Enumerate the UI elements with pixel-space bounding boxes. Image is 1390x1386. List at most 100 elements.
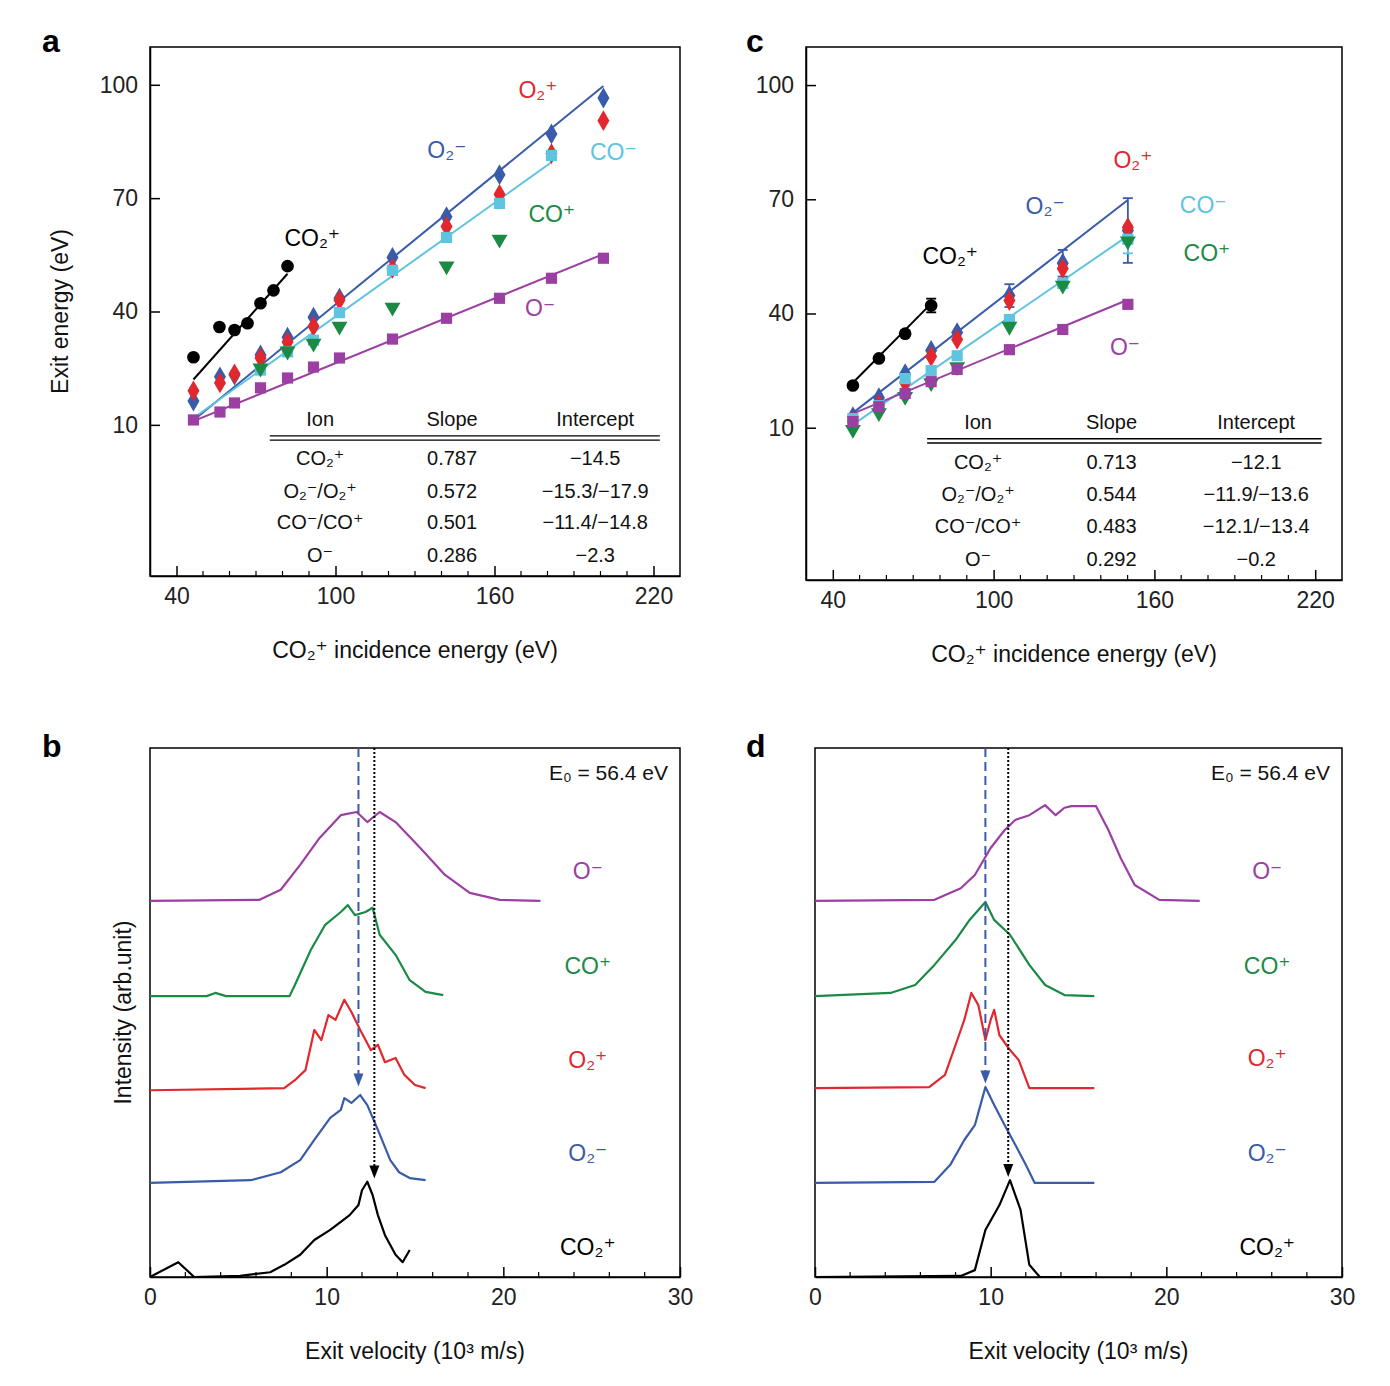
marker: [387, 265, 398, 276]
panel: 0102030O⁻CO⁺O₂⁺O₂⁻CO₂⁺E₀ = 56.4 eVExit v…: [42, 728, 693, 1364]
x-minor-tick: [939, 575, 940, 580]
x-tick-label: 160: [476, 583, 514, 609]
marker: [1001, 322, 1017, 336]
x-minor-tick: [291, 1272, 292, 1277]
x-tick: 220: [635, 566, 673, 609]
series-label: CO⁺: [564, 953, 611, 979]
plot-frame: [150, 748, 680, 1277]
y-tick-label: 70: [112, 185, 138, 211]
table-cell: −11.9/−13.6: [1204, 483, 1309, 505]
panel-letter: b: [42, 728, 62, 764]
y-tick-label: 10: [112, 412, 138, 438]
error-bar-cap: [1123, 197, 1133, 199]
marker: [332, 322, 348, 336]
marker: [949, 362, 965, 376]
marker: [307, 316, 319, 337]
table-cell: O⁻: [965, 548, 991, 570]
x-tick: 160: [1136, 570, 1174, 613]
y-tick: 70: [768, 186, 816, 212]
x-minor-tick: [547, 571, 548, 576]
x-minor-tick: [1181, 575, 1182, 580]
curve: [150, 1000, 426, 1090]
x-minor-tick: [361, 571, 362, 576]
figure: 40100160220104070100CO₂⁺O₂⁻O₂⁺CO⁻CO⁺O⁻Io…: [0, 0, 1390, 1386]
marker: [267, 284, 280, 297]
x-tick-label: 0: [809, 1284, 822, 1310]
error-bar-cap: [1058, 249, 1068, 251]
fit-line: [193, 162, 551, 418]
series-label: CO⁺: [1244, 953, 1291, 979]
x-tick-label: 20: [491, 1284, 517, 1310]
panel-letter: d: [746, 728, 766, 764]
marker: [229, 397, 240, 408]
x-minor-tick: [467, 1272, 468, 1277]
marker: [188, 414, 199, 425]
marker: [494, 198, 505, 209]
table-cell: O₂⁻/O₂⁺: [941, 483, 1014, 505]
marker: [899, 327, 912, 340]
plot-area: [150, 748, 540, 1277]
marker: [281, 260, 294, 273]
x-minor-tick: [1306, 1272, 1307, 1277]
x-minor-tick: [966, 575, 967, 580]
x-minor-tick: [1271, 1272, 1272, 1277]
marker: [1120, 237, 1136, 251]
marker: [439, 262, 455, 276]
x-minor-tick: [282, 571, 283, 576]
error-bar-cap: [1123, 262, 1133, 264]
x-tick-label: 40: [821, 587, 847, 613]
x-minor-tick: [414, 571, 415, 576]
marker: [545, 143, 557, 164]
x-minor-tick: [388, 571, 389, 576]
x-tick-label: 100: [975, 587, 1013, 613]
series-label: CO₂⁺: [922, 243, 978, 269]
series-label: CO₂⁺: [284, 225, 340, 251]
x-minor-tick: [202, 571, 203, 576]
curve: [150, 1095, 426, 1183]
marker: [280, 347, 296, 361]
x-tick: 160: [476, 566, 514, 609]
y-axis-title: Exit energy (eV): [47, 229, 73, 394]
marker: [1057, 258, 1069, 279]
x-minor-tick: [520, 571, 521, 576]
marker: [187, 351, 200, 364]
x-tick-label: 160: [1136, 587, 1174, 613]
x-tick-mark: [503, 1267, 505, 1277]
x-tick-label: 100: [317, 583, 355, 609]
marker: [597, 88, 609, 109]
table-cell: −2.3: [575, 544, 614, 566]
annotation: E₀ = 56.4 eV: [1211, 761, 1330, 784]
table-rule: [927, 442, 1321, 443]
fit-line: [853, 236, 1128, 425]
x-minor-tick: [1201, 1272, 1202, 1277]
table-rule: [270, 439, 660, 440]
x-tick-mark: [494, 566, 496, 576]
marker: [494, 293, 505, 304]
series-label: O₂⁻: [1026, 193, 1065, 219]
series-label: O⁻: [525, 295, 555, 321]
x-tick-label: 30: [668, 1284, 694, 1310]
x-minor-tick: [1288, 575, 1289, 580]
x-minor-tick: [1073, 575, 1074, 580]
x-tick: 40: [821, 570, 847, 613]
arrow-head: [353, 1074, 363, 1087]
marker: [494, 164, 506, 185]
table-cell: CO₂⁺: [954, 451, 1002, 473]
panel-letter: c: [746, 23, 764, 59]
table-cell: CO⁻/CO⁺: [935, 515, 1022, 537]
y-tick-label: 70: [768, 186, 794, 212]
table-cell: 0.787: [427, 447, 477, 469]
y-tick-mark: [150, 311, 160, 313]
x-minor-tick: [185, 1272, 186, 1277]
y-tick-label: 40: [112, 298, 138, 324]
y-tick-label: 100: [756, 72, 794, 98]
table-cell: 0.286: [427, 544, 477, 566]
x-tick-label: 0: [144, 1284, 157, 1310]
x-minor-tick: [1020, 575, 1021, 580]
arrow-head: [369, 1166, 379, 1179]
series-label: O⁻: [1110, 334, 1140, 360]
error-bar-cap: [1004, 283, 1014, 285]
arrow-shaft: [357, 748, 359, 1077]
y-tick-mark: [806, 85, 816, 87]
x-axis: 0102030: [144, 1267, 693, 1310]
